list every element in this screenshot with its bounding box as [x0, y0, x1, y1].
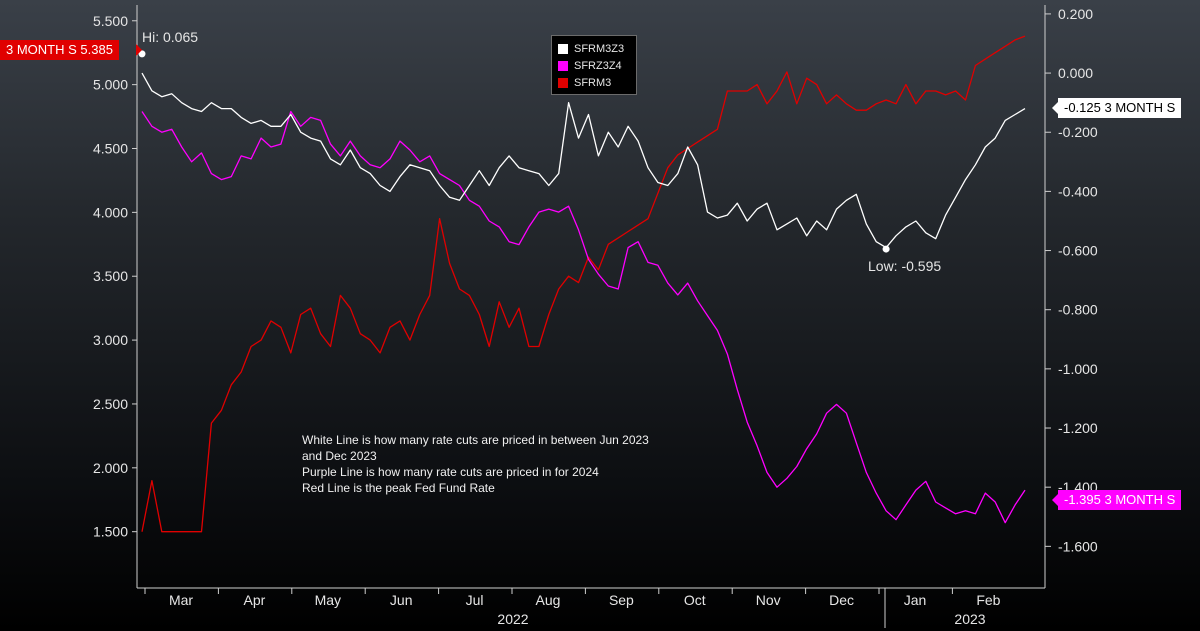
series-group [141, 35, 1026, 533]
annotation-note: White Line is how many rate cuts are pri… [302, 432, 762, 496]
note-line: and Dec 2023 [302, 449, 377, 463]
legend-swatch-red [558, 77, 568, 88]
low-annotation: Low: -0.595 [868, 258, 942, 274]
x-tick-label: Jan [904, 592, 927, 608]
x-tick-label: May [315, 592, 341, 608]
x-tick-group: Mar Apr May Jun Jul Aug Sep Oct Nov Dec Jan Feb 2022… [144, 588, 1001, 627]
tag-pointer-red [136, 44, 142, 56]
legend-swatch-magenta [558, 60, 568, 71]
x-tick-label: Feb [976, 592, 1000, 608]
right-tick-label: -0.200 [1058, 124, 1098, 140]
legend-item-sfrm3z3: SFRM3Z3 [558, 40, 630, 57]
series-line-sfrm3z3 [141, 72, 1026, 249]
series-line-sfrm3 [141, 35, 1026, 533]
note-line: Purple Line is how many rate cuts are pr… [302, 465, 599, 479]
year-label: 2023 [954, 611, 985, 627]
right-tick-label: -1.000 [1058, 361, 1098, 377]
marker-group [136, 44, 1058, 506]
last-value-tag-sfrm3: 3 MONTH S 5.385 [0, 40, 119, 60]
legend-item-sfrm3: SFRM3 [558, 74, 630, 91]
right-tick-label: -1.200 [1058, 420, 1098, 436]
x-tick-label: Sep [609, 592, 634, 608]
right-tick-label: -0.800 [1058, 302, 1098, 318]
right-tick-label: 0.200 [1058, 6, 1093, 22]
legend-label: SFRM3Z3 [574, 42, 625, 55]
legend-item-sfrz3z4: SFRZ3Z4 [558, 57, 630, 74]
last-value-tag-sfrz3z4: -1.395 3 MONTH S [1058, 490, 1182, 510]
left-tick-label: 3.000 [93, 332, 128, 348]
right-tick-group: 0.200 0.000 -0.200 -0.400 -0.600 -0.800 -1.000… [1045, 6, 1098, 554]
x-tick-label: Dec [829, 592, 854, 608]
left-tick-group: 5.500 5.000 4.500 4.000 3.500 3.000 2.500 2.000… [93, 13, 137, 540]
x-tick-label: Jul [466, 592, 484, 608]
legend-swatch-white [558, 43, 568, 54]
note-line: White Line is how many rate cuts are pri… [302, 433, 649, 447]
legend-label: SFRM3 [574, 76, 612, 89]
note-line: Red Line is the peak Fed Fund Rate [302, 481, 495, 495]
x-tick-label: Aug [536, 592, 561, 608]
left-tick-label: 5.500 [93, 13, 128, 29]
right-tick-label: -0.600 [1058, 243, 1098, 259]
x-tick-label: Jun [390, 592, 413, 608]
tag-pointer-white [1052, 102, 1058, 114]
year-label: 2022 [497, 611, 528, 627]
left-tick-label: 4.000 [93, 204, 128, 220]
left-tick-label: 2.500 [93, 396, 128, 412]
legend-label: SFRZ3Z4 [574, 59, 622, 72]
left-tick-label: 1.500 [93, 524, 128, 540]
right-tick-label: -0.400 [1058, 183, 1098, 199]
right-tick-label: 0.000 [1058, 65, 1093, 81]
hi-annotation: Hi: 0.065 [142, 29, 199, 45]
x-tick-label: Apr [244, 592, 266, 608]
left-tick-label: 2.000 [93, 460, 128, 476]
x-tick-label: Oct [684, 592, 706, 608]
left-tick-label: 3.500 [93, 268, 128, 284]
tag-pointer-magenta [1052, 494, 1058, 506]
low-point-marker [882, 245, 890, 253]
left-tick-label: 5.000 [93, 77, 128, 93]
hi-point-marker [138, 50, 146, 58]
right-tick-label: -1.600 [1058, 538, 1098, 554]
axes [136, 5, 1046, 628]
x-tick-label: Nov [756, 592, 781, 608]
left-tick-label: 4.500 [93, 141, 128, 157]
last-value-tag-sfrm3z3: -0.125 3 MONTH S [1058, 98, 1182, 118]
x-tick-label: Mar [169, 592, 193, 608]
legend: SFRM3Z3 SFRZ3Z4 SFRM3 [551, 35, 637, 95]
